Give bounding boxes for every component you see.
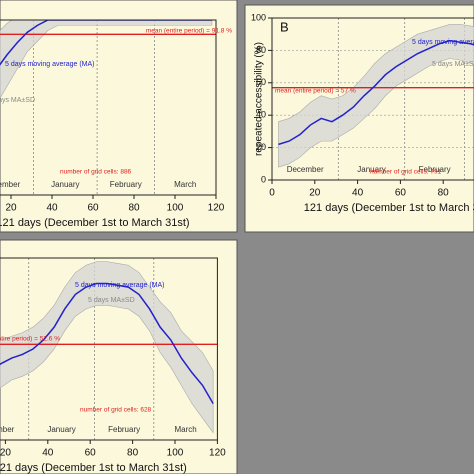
sd-band xyxy=(0,20,213,99)
month-label: December xyxy=(0,425,15,434)
x-tick-label: 60 xyxy=(395,188,407,199)
band-label: 5 days MA±SD xyxy=(432,61,474,68)
y-tick-label: 100 xyxy=(251,12,266,22)
y-axis-label: repeated accessibility (%) xyxy=(254,42,265,156)
ma-line xyxy=(0,282,214,404)
band-label: 5 days MA±SD xyxy=(0,97,35,104)
x-axis-label: 121 days (December 1st to March 31st) xyxy=(0,217,190,229)
x-tick-label: 20 xyxy=(309,188,321,199)
panel-content: December January February March 5 days movin… xyxy=(0,19,232,229)
month-label: February xyxy=(110,180,142,189)
y-tick-label: 0 xyxy=(261,174,266,184)
y-tick-label: 80 xyxy=(256,45,266,55)
y-tick-label: 60 xyxy=(256,77,266,87)
band-label: 5 days MA±SD xyxy=(88,297,135,304)
plot-area xyxy=(272,24,474,168)
x-tick-label: 80 xyxy=(128,203,140,214)
sd-band xyxy=(278,24,474,168)
x-tick-label: 20 xyxy=(0,448,11,459)
month-label: January xyxy=(357,165,385,174)
panel-content: DecemberJanuaryFebruaryMarch020406080100… xyxy=(251,12,474,214)
y-tick-label: 40 xyxy=(256,110,266,120)
n-label: number of grid cells: 886 xyxy=(60,169,132,176)
x-tick-label: 100 xyxy=(167,448,184,459)
month-label: December xyxy=(0,180,21,189)
panel-content: December January February March 5 days movin… xyxy=(0,257,226,474)
x-tick-label: 80 xyxy=(438,188,450,199)
n-label: number of grid cells: 628 xyxy=(80,407,152,414)
month-label: December xyxy=(287,165,324,174)
mean-label: mean (entire period) = 91.8 % xyxy=(146,28,232,35)
x-axis-label: 121 days (December 1st to March 31st) xyxy=(0,462,187,474)
panel-letter: B xyxy=(280,19,289,34)
x-tick-label: 20 xyxy=(5,203,17,214)
x-tick-label: 60 xyxy=(85,448,97,459)
x-tick-label: 60 xyxy=(87,203,99,214)
month-label: March xyxy=(174,425,196,434)
x-tick-label: 80 xyxy=(127,448,139,459)
month-label: February xyxy=(419,165,451,174)
x-axis-label: 121 days (December 1st to March 31st) xyxy=(304,202,474,214)
mean-label: mean (entire period) = 57 % xyxy=(275,88,356,95)
sd-band xyxy=(0,261,214,434)
y-tick-label: 20 xyxy=(256,142,266,152)
x-tick-label: 100 xyxy=(167,203,184,214)
month-label: January xyxy=(47,425,75,434)
plot-area xyxy=(0,20,216,99)
month-label: February xyxy=(108,425,140,434)
ma-line xyxy=(0,20,212,66)
month-label: January xyxy=(51,180,79,189)
x-tick-label: 120 xyxy=(209,448,226,459)
x-tick-label: 40 xyxy=(42,448,54,459)
x-tick-label: 120 xyxy=(208,203,225,214)
mean-label: mean (entire period) = 52.6 % xyxy=(0,336,60,343)
month-label: March xyxy=(174,180,196,189)
ma-label: 5 days moving average (MA) xyxy=(5,61,94,68)
x-tick-label: 0 xyxy=(269,188,275,199)
n-label: number of grid cells: 791 xyxy=(370,169,442,176)
ma-label: 5 days moving average (MA) xyxy=(412,39,474,46)
x-tick-label: 40 xyxy=(352,188,364,199)
x-tick-label: 40 xyxy=(46,203,58,214)
ma-line xyxy=(278,39,474,146)
plot-area xyxy=(0,261,218,434)
ma-label: 5 days moving average (MA) xyxy=(75,282,164,289)
